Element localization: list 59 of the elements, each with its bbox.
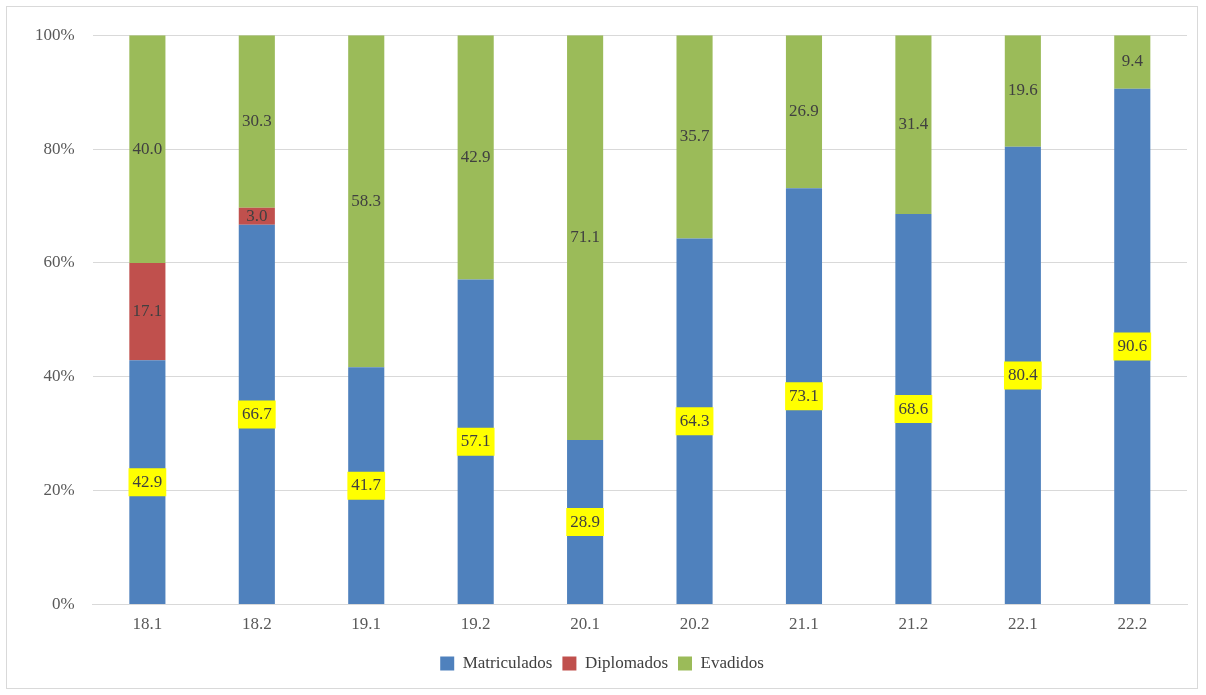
x-tick-label: 19.2 xyxy=(460,614,491,634)
data-label: 28.9 xyxy=(570,511,600,531)
y-tick-label: 40% xyxy=(43,366,75,386)
x-tick-label: 22.2 xyxy=(1117,614,1148,634)
legend-label: Matriculados xyxy=(462,652,553,672)
y-tick-label: 0% xyxy=(51,594,75,614)
data-label: 26.9 xyxy=(789,101,819,121)
data-label: 90.6 xyxy=(1117,335,1148,355)
data-label: 66.7 xyxy=(241,403,273,423)
y-tick-label: 20% xyxy=(43,480,75,500)
x-tick-label: 18.1 xyxy=(132,614,163,634)
bar xyxy=(895,35,932,214)
data-label: 40.0 xyxy=(132,138,163,158)
bar xyxy=(1004,35,1041,147)
bar xyxy=(895,213,932,605)
x-tick-label: 19.1 xyxy=(351,614,382,634)
data-label: 64.3 xyxy=(679,410,710,430)
bar xyxy=(457,279,494,605)
x-tick-label: 22.1 xyxy=(1007,614,1038,634)
bar xyxy=(676,35,713,239)
data-label: 58.3 xyxy=(351,190,382,210)
bar xyxy=(238,35,275,208)
x-tick-label: 20.1 xyxy=(570,614,600,634)
data-label: 42.9 xyxy=(132,471,163,491)
data-label: 42.9 xyxy=(460,146,491,166)
data-label: 19.6 xyxy=(1007,80,1038,100)
y-tick-label: 100% xyxy=(34,24,75,44)
data-label: 71.1 xyxy=(570,227,600,247)
data-label: 3.0 xyxy=(246,205,268,225)
data-label: 57.1 xyxy=(460,431,491,451)
bar xyxy=(129,262,166,361)
bar xyxy=(1004,146,1041,605)
bar xyxy=(785,35,823,189)
bar xyxy=(129,35,166,263)
data-label: 73.1 xyxy=(789,385,819,405)
bar xyxy=(785,188,823,605)
data-label: 41.7 xyxy=(351,475,382,495)
bar xyxy=(1114,88,1151,605)
data-label: 30.3 xyxy=(241,110,272,130)
data-label: 68.6 xyxy=(898,398,929,418)
x-tick-label: 18.2 xyxy=(241,614,272,634)
data-label: 35.7 xyxy=(679,126,710,146)
legend-label: Diplomados xyxy=(584,652,669,672)
bar xyxy=(1114,35,1151,89)
x-tick-label: 21.2 xyxy=(898,614,929,634)
data-label: 31.4 xyxy=(898,114,929,134)
bar xyxy=(676,238,713,605)
legend-label: Evadidos xyxy=(700,652,764,672)
x-tick-label: 21.1 xyxy=(789,614,819,634)
x-tick-label: 20.2 xyxy=(679,614,710,634)
y-tick-label: 80% xyxy=(43,138,75,158)
data-label: 17.1 xyxy=(132,301,163,321)
data-label: 80.4 xyxy=(1007,364,1039,384)
bar xyxy=(348,35,385,368)
bar xyxy=(457,35,494,280)
bar xyxy=(238,224,275,605)
bar xyxy=(567,35,604,441)
y-tick-label: 60% xyxy=(43,252,75,272)
data-label: 9.4 xyxy=(1121,51,1144,71)
